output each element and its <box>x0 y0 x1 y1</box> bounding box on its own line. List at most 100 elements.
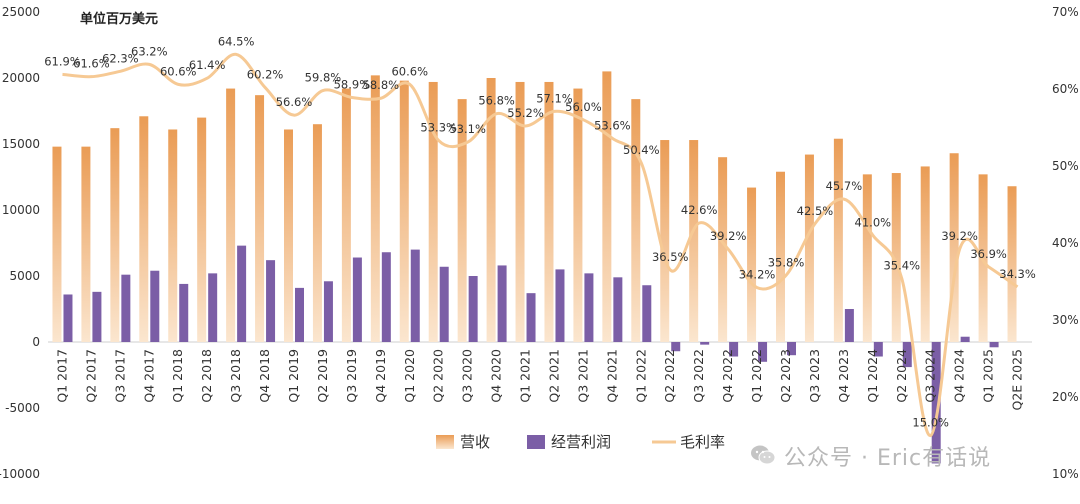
y2-tick-label: 20% <box>1052 390 1079 404</box>
op-profit-bar <box>960 336 970 342</box>
revenue-bar <box>341 88 351 342</box>
revenue-bar <box>747 187 757 342</box>
gross-margin-label: 15.0% <box>912 416 949 430</box>
gross-margin-label: 64.5% <box>218 34 255 48</box>
x-tick-label: Q1 2024 <box>865 349 880 403</box>
op-profit-bar <box>931 342 941 464</box>
gross-margin-label: 35.8% <box>768 255 805 269</box>
x-tick-label: Q2 2017 <box>83 349 98 403</box>
op-profit-bar <box>497 265 507 342</box>
revenue-bar <box>631 99 641 343</box>
gross-margin-label: 42.5% <box>797 204 834 218</box>
x-tick-label: Q2 2020 <box>431 349 446 403</box>
y-tick-label: 20000 <box>2 71 40 85</box>
gross-margin-label: 34.2% <box>739 268 776 282</box>
gross-margin-label: 39.2% <box>710 229 747 243</box>
revenue-bar <box>573 88 583 342</box>
revenue-bar <box>52 146 62 342</box>
revenue-bar <box>197 117 207 342</box>
gross-margin-label: 61.6% <box>73 57 110 71</box>
op-profit-bar <box>787 342 796 356</box>
legend-label-op-profit: 经营利润 <box>551 433 611 451</box>
gross-margin-label: 60.2% <box>247 67 284 81</box>
gross-margin-label: 42.6% <box>681 203 718 217</box>
revenue-bar <box>515 81 525 343</box>
op-profit-bar <box>439 266 449 342</box>
x-tick-label: Q2 2019 <box>315 349 330 403</box>
x-tick-label: Q1 2020 <box>402 349 417 403</box>
gross-margin-label: 36.9% <box>970 247 1007 261</box>
revenue-bar <box>284 129 293 342</box>
gross-margin-label: 50.4% <box>623 143 660 157</box>
x-tick-labels-group: Q1 2017 Q2 2017 Q3 2017 Q4 2017 Q1 2018 Q2 20… <box>54 349 1024 411</box>
gross-margin-label: 45.7% <box>826 179 863 193</box>
gross-margin-label: 39.2% <box>941 229 978 243</box>
x-tick-label: Q2 2024 <box>894 349 909 403</box>
revenue-bar <box>81 146 91 342</box>
x-tick-label: Q3 2018 <box>228 349 243 403</box>
gross-margin-label: 56.6% <box>276 95 313 109</box>
x-tick-label: Q2 2021 <box>546 349 561 403</box>
x-tick-label: Q3 2020 <box>460 349 475 403</box>
revenue-bar <box>862 174 872 342</box>
gross-margin-label: 56.8% <box>478 94 515 108</box>
x-tick-label: Q2 2018 <box>199 349 214 403</box>
unit-label: 单位百万美元 <box>80 12 159 27</box>
x-tick-label: Q1 2017 <box>54 349 69 403</box>
x-tick-label: Q4 2022 <box>720 349 735 403</box>
gross-margin-label: 55.2% <box>507 106 544 120</box>
gross-margin-label: 59.8% <box>305 71 342 85</box>
axes-group: -10000 -5000 0 5000 10000 15000 20000 25000 10% 2… <box>0 5 1079 481</box>
op-profit-bar <box>63 294 73 342</box>
bars-group <box>52 71 1017 464</box>
revenue-bar <box>660 140 670 342</box>
op-profit-bar <box>323 281 333 342</box>
y-tick-label: 10000 <box>2 203 40 217</box>
legend-label-gross-margin: 毛利率 <box>680 433 725 451</box>
x-tick-label: Q3 2022 <box>691 349 706 403</box>
op-profit-bar <box>208 273 218 342</box>
op-profit-bar <box>758 342 768 362</box>
y2-tick-label: 50% <box>1052 159 1079 173</box>
x-tick-label: Q4 2021 <box>604 349 619 403</box>
gross-margin-label: 61.4% <box>189 58 226 72</box>
op-profit-bar <box>381 252 391 342</box>
x-tick-label: Q2 2022 <box>662 349 677 403</box>
y-tick-label: -10000 <box>0 467 40 481</box>
gross-margin-label: 60.6% <box>391 64 428 78</box>
y2-tick-label: 10% <box>1052 467 1079 481</box>
op-profit-bar <box>468 276 478 342</box>
revenue-bar <box>544 81 554 343</box>
gross-margin-label: 41.0% <box>855 215 892 229</box>
revenue-bar <box>428 81 438 343</box>
revenue-bar <box>255 95 265 342</box>
x-tick-label: Q2 2023 <box>778 349 793 403</box>
op-profit-bar <box>873 342 883 357</box>
gross-margin-label: 35.4% <box>883 258 920 272</box>
revenue-bar <box>833 138 843 342</box>
legend-group: 营收 经营利润 毛利率 <box>436 433 725 451</box>
op-profit-bar <box>902 342 912 368</box>
x-tick-label: Q1 2022 <box>749 349 764 403</box>
gross-margin-label: 58.8% <box>363 78 400 92</box>
x-tick-label: Q3 2023 <box>807 349 822 403</box>
y-tick-label: -5000 <box>5 401 40 415</box>
gross-margin-label: 53.1% <box>449 122 486 136</box>
revenue-bar <box>486 78 496 342</box>
op-profit-bar <box>989 342 999 348</box>
op-profit-bar <box>642 285 652 342</box>
y-tick-label: 15000 <box>2 137 40 151</box>
x-tick-label: Q4 2018 <box>257 349 272 403</box>
legend-swatch-revenue <box>436 435 454 449</box>
gross-margin-label: 34.3% <box>999 267 1036 281</box>
op-profit-bar <box>613 277 623 342</box>
op-profit-bar <box>700 342 710 345</box>
y2-tick-label: 40% <box>1052 236 1079 250</box>
gross-margin-label: 60.6% <box>160 64 197 78</box>
legend-label-revenue: 营收 <box>460 433 490 451</box>
op-profit-bar <box>295 287 304 342</box>
x-tick-label: Q4 2023 <box>836 349 851 403</box>
x-tick-label: Q1 2021 <box>518 349 533 403</box>
